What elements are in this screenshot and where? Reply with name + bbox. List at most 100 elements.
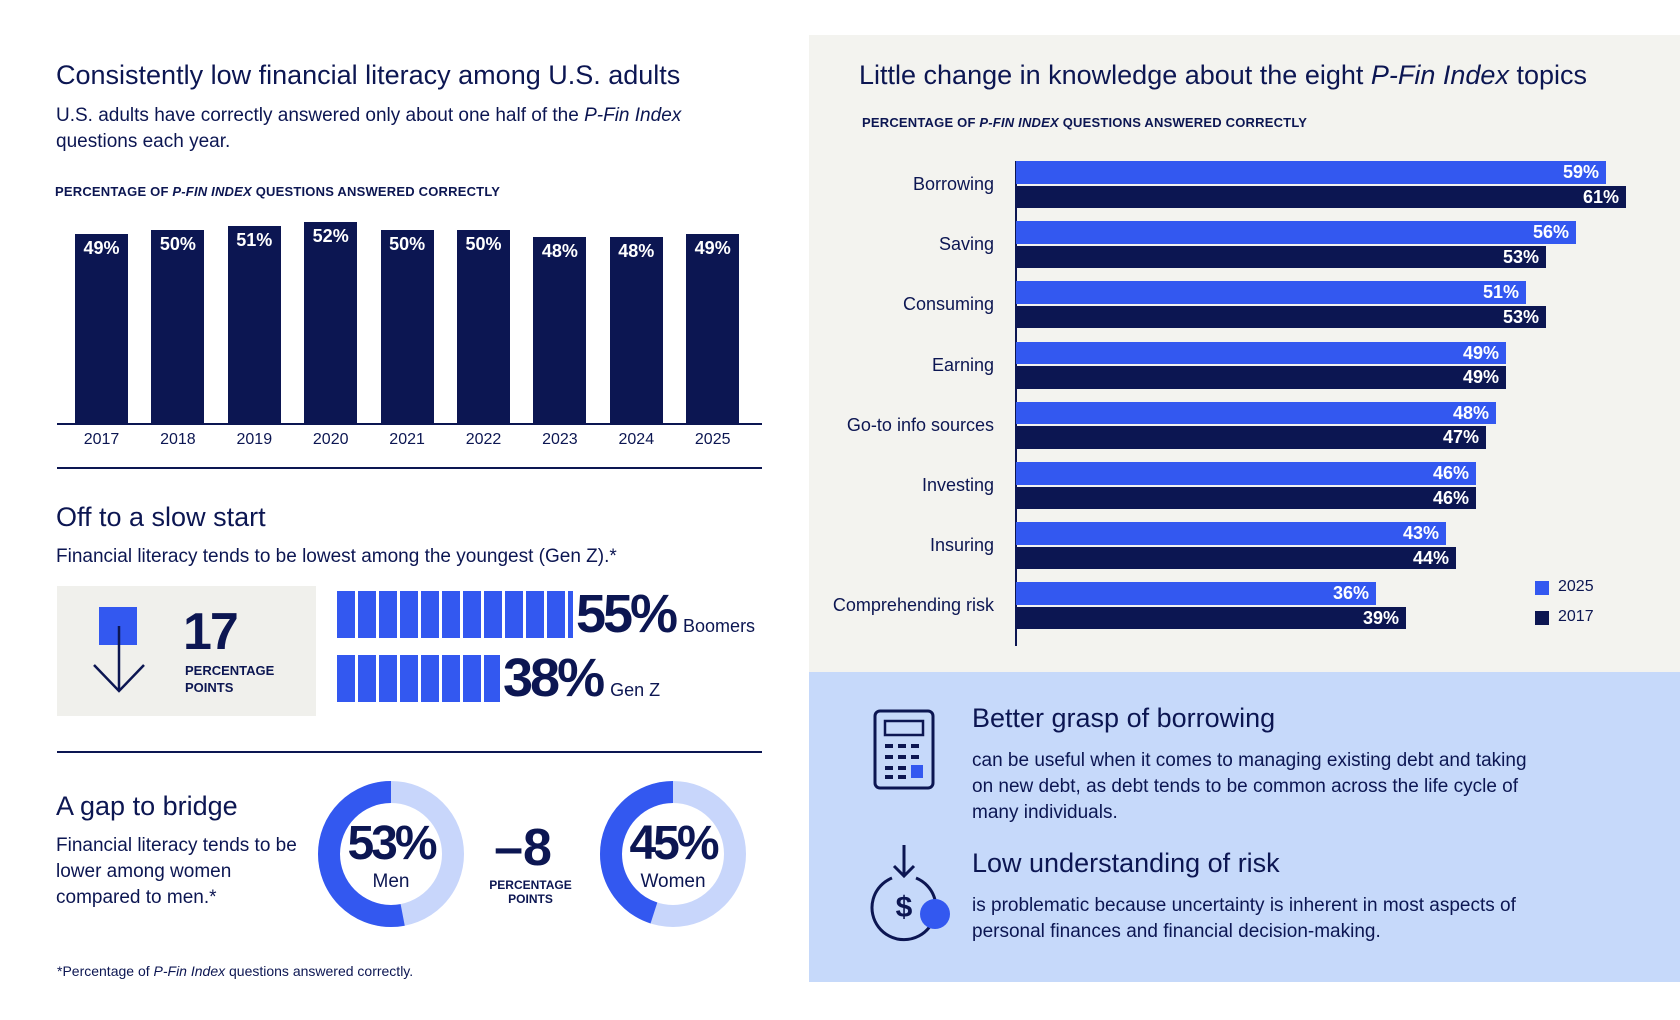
x-tick-label: 2023 xyxy=(542,431,578,448)
value-label: 50% xyxy=(159,233,196,254)
value-label: 47% xyxy=(1442,427,1479,448)
value-label: 46% xyxy=(1432,463,1469,483)
donut-ring xyxy=(318,781,464,927)
bar xyxy=(609,237,663,423)
difference-value: –8 xyxy=(494,819,552,877)
section-rule xyxy=(57,467,762,469)
section-subtitle: Financial literacy tends to be lowest am… xyxy=(56,546,617,567)
chart-subtitle: U.S. adults have correctly answered only… xyxy=(56,103,696,155)
value-label: 38% xyxy=(503,648,605,708)
bar xyxy=(1016,366,1506,389)
value-label: 50% xyxy=(389,233,426,254)
x-tick-label: 2021 xyxy=(389,431,425,448)
value-label: 53% xyxy=(1502,246,1539,267)
footnote: *Percentage of P-Fin Index questions ans… xyxy=(57,963,413,979)
right-bottom-panel xyxy=(809,672,1680,982)
footnote-part: P-Fin Index xyxy=(153,963,226,979)
section-title: Off to a slow start xyxy=(56,502,266,532)
x-tick-label: 2019 xyxy=(236,431,273,448)
bar xyxy=(1016,606,1406,630)
category-label: Insuring xyxy=(929,535,994,556)
bar xyxy=(1016,486,1476,509)
value-label: 49% xyxy=(694,237,731,258)
bar xyxy=(1016,582,1376,605)
bar xyxy=(337,655,501,702)
bar xyxy=(1016,546,1456,570)
bar xyxy=(337,591,573,638)
category-label: Women xyxy=(640,871,706,892)
bar xyxy=(1016,341,1506,365)
value-label: 45% xyxy=(629,817,719,870)
value-label: 44% xyxy=(1412,547,1449,568)
value-group: 38% Gen Z xyxy=(503,647,660,709)
risk-icon: $ xyxy=(870,845,950,942)
category-label: Go-to info sources xyxy=(846,414,994,435)
legend-label: 2017 xyxy=(1558,608,1594,625)
value-label: 36% xyxy=(1332,583,1369,604)
chart-subtitle-part: Index xyxy=(634,105,682,126)
category-label: Boomers xyxy=(683,616,756,636)
category-label: Comprehending risk xyxy=(832,595,994,616)
value-label: 51% xyxy=(1482,282,1519,303)
value-label: 53% xyxy=(1502,306,1539,327)
insight-body: can be useful when it comes to managing … xyxy=(972,750,1527,823)
insight-body: is problematic because uncertainty is in… xyxy=(972,895,1516,942)
bar xyxy=(1016,522,1446,545)
value-axis-label-part: QUESTIONS ANSWERED CORRECTLY xyxy=(251,184,501,199)
category-label: Consuming xyxy=(902,294,994,315)
value-label: 59% xyxy=(1562,162,1599,182)
bar xyxy=(1016,426,1486,449)
chart-title-part: P-Fin Index xyxy=(1370,60,1509,90)
value-axis-label-part: QUESTIONS ANSWERED CORRECTLY xyxy=(1058,115,1308,130)
bar xyxy=(1016,401,1496,425)
value-axis-label: PERCENTAGE OF P-FIN INDEX QUESTIONS ANSW… xyxy=(55,184,500,199)
section-subtitle: Financial literacy tends to be lower amo… xyxy=(56,835,297,908)
value-label: 52% xyxy=(312,226,349,246)
chart-subtitle-part: questions each year. xyxy=(56,131,231,152)
chart-title: Consistently low financial literacy amon… xyxy=(56,60,681,90)
bar xyxy=(457,229,510,423)
x-tick-label: 2020 xyxy=(312,431,349,448)
bar xyxy=(227,225,281,423)
value-axis-label-part: P-FIN INDEX xyxy=(979,115,1059,130)
down-arrow-icon xyxy=(93,607,145,693)
chart-title: Little change in knowledge about the eig… xyxy=(859,60,1587,91)
donut-arc xyxy=(318,781,464,927)
legend-swatch xyxy=(1535,611,1549,625)
bar xyxy=(1016,281,1526,304)
bar xyxy=(1016,185,1626,208)
footnote-part: *Percentage of xyxy=(57,963,154,979)
value-label: 53% xyxy=(347,817,437,870)
category-label: Men xyxy=(372,871,410,892)
donut xyxy=(318,781,464,927)
category-label: Earning xyxy=(931,354,994,375)
value-label: 46% xyxy=(1432,487,1469,508)
calculator-icon xyxy=(873,709,935,790)
x-tick-label: 2017 xyxy=(83,431,120,448)
x-tick-label: 2022 xyxy=(465,431,502,448)
insight-heading: Better grasp of borrowing xyxy=(972,703,1276,733)
value-label: 49% xyxy=(1462,342,1499,363)
section-rule xyxy=(57,751,762,753)
bar xyxy=(1016,462,1476,485)
value-label: 48% xyxy=(618,241,655,262)
bar xyxy=(304,222,358,423)
donut-arc xyxy=(600,781,746,927)
value-label: 55% xyxy=(575,584,678,644)
bar xyxy=(1016,305,1546,329)
category-axis-line xyxy=(1015,161,1017,646)
value-label: 51% xyxy=(236,229,273,250)
bar xyxy=(1016,221,1576,244)
bar xyxy=(151,229,205,423)
value-label: 43% xyxy=(1402,523,1439,544)
category-label: Gen Z xyxy=(610,680,661,700)
footnote-part: questions answered correctly. xyxy=(225,963,414,979)
donut-ring xyxy=(600,781,746,927)
value-axis-label-part: P-FIN INDEX xyxy=(172,184,252,199)
value-label: 39% xyxy=(1362,607,1399,628)
value-label: 50% xyxy=(465,233,502,254)
insight-heading: Low understanding of risk xyxy=(972,848,1280,878)
difference-value: 17 xyxy=(183,603,239,661)
value-label: 48% xyxy=(1452,402,1489,423)
bar xyxy=(686,233,740,423)
